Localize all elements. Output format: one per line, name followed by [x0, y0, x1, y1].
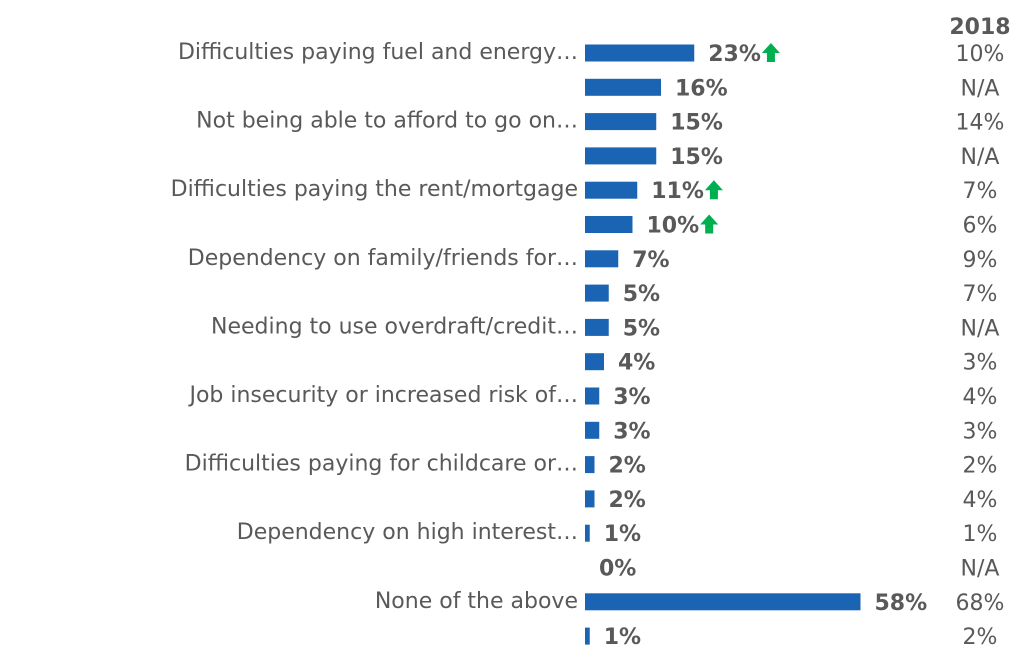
category-label: Difficulties paying the rent/mortgage: [171, 177, 578, 202]
comparison-value: 4%: [963, 488, 998, 513]
value-label: 7%: [632, 248, 669, 273]
category-label: Not being able to afford to go on…: [196, 109, 578, 134]
bar: [585, 78, 661, 96]
comparison-title: 2018: [949, 15, 1010, 40]
comparison-value: 7%: [963, 179, 998, 204]
increase-arrow: [761, 43, 780, 62]
bar: [585, 524, 590, 542]
category-label: Job insecurity or increased risk of…: [187, 383, 578, 408]
value-label: 23%: [708, 42, 761, 67]
bar: [585, 147, 657, 165]
value-label: 5%: [623, 316, 660, 341]
bar: [585, 318, 609, 336]
bar: [585, 44, 695, 62]
comparison-value: 14%: [956, 111, 1005, 136]
comparison-value: N/A: [961, 557, 1000, 582]
category-label: Difficulties paying for childcare or…: [185, 452, 578, 477]
value-label: 15%: [670, 111, 723, 136]
value-label: 0%: [599, 557, 636, 582]
comparison-value: 1%: [963, 522, 998, 547]
bar: [585, 353, 604, 371]
bar: [585, 284, 609, 302]
category-label: Dependency on high interest…: [237, 520, 578, 545]
bar: [585, 387, 600, 405]
bar: [585, 421, 600, 439]
comparison-value: 3%: [963, 419, 998, 444]
comparison-value: 10%: [956, 42, 1005, 67]
comparison-value: 9%: [963, 248, 998, 273]
bar: [585, 250, 619, 268]
comparison-value: 2%: [963, 454, 998, 479]
value-label: 58%: [875, 591, 928, 616]
value-label: 1%: [604, 522, 641, 547]
value-label: 5%: [623, 282, 660, 307]
value-label: 16%: [675, 76, 728, 101]
value-label: 11%: [651, 179, 704, 204]
value-label: 3%: [613, 385, 650, 410]
comparison-value: 3%: [963, 351, 998, 376]
comparison-value: N/A: [961, 76, 1000, 101]
comparison-value: 4%: [963, 385, 998, 410]
value-label: 2%: [609, 488, 646, 513]
category-label: Dependency on family/friends for…: [188, 246, 578, 271]
increase-arrow: [700, 214, 719, 234]
value-label: 1%: [604, 625, 641, 649]
increase-arrow: [704, 180, 723, 200]
value-label: 4%: [618, 351, 655, 376]
bar: [585, 593, 861, 611]
category-label: Needing to use overdraft/credit…: [211, 314, 578, 339]
category-label: None of the above: [375, 589, 578, 614]
bar: [585, 490, 595, 508]
comparison-value: N/A: [961, 316, 1000, 341]
value-label: 15%: [670, 145, 723, 170]
comparison-value: 7%: [963, 282, 998, 307]
category-label: Difficulties paying fuel and energy…: [178, 40, 578, 65]
comparison-value: 6%: [963, 214, 998, 239]
value-label: 2%: [609, 454, 646, 479]
bar: [585, 456, 595, 474]
bar: [585, 181, 638, 199]
comparison-value: 68%: [956, 591, 1005, 616]
bar: [585, 627, 590, 645]
value-label: 3%: [613, 419, 650, 444]
comparison-value: N/A: [961, 145, 1000, 170]
comparison-value: 2%: [963, 625, 998, 649]
value-label: 10%: [647, 214, 700, 239]
bar: [585, 216, 633, 233]
bar: [585, 113, 657, 131]
